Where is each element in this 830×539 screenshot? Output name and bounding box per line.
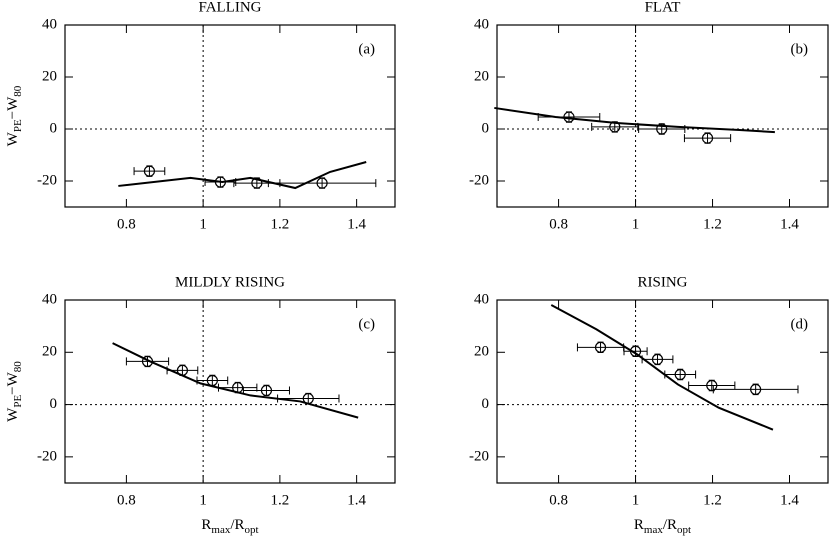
x-tick-label: 1.2: [271, 492, 290, 508]
y-tick-label: 20: [474, 68, 489, 84]
y-tick-label: 40: [474, 291, 489, 307]
model-curve: [494, 106, 775, 134]
y-tick-label: -20: [469, 172, 489, 188]
panel-label: (c): [358, 316, 375, 332]
data-point: [206, 374, 218, 387]
model-curve: [118, 161, 367, 190]
data-point: [651, 353, 664, 365]
label-part: opt: [245, 524, 259, 536]
x-tick-label: 1: [632, 216, 640, 232]
x-tick-label: 0.8: [117, 492, 136, 508]
label-part: max: [644, 524, 663, 536]
data-point: [176, 364, 189, 376]
model-curve: [550, 304, 774, 431]
x-axis-label: Rmax/Ropt: [201, 517, 258, 535]
label-part: R: [201, 517, 211, 533]
data-point: [251, 177, 263, 189]
label-part: PE: [12, 395, 24, 408]
panel-label: (d): [791, 316, 809, 332]
y-tick-label: 40: [474, 16, 489, 32]
data-point: [701, 132, 714, 144]
label-part: −W: [5, 371, 21, 394]
label-part: max: [211, 524, 230, 536]
data-point: [232, 381, 244, 394]
x-tick-label: 1: [632, 492, 640, 508]
x-tick-label: 1.4: [780, 492, 799, 508]
panel: MILDLY RISING (c) 0.8 1 1.2 1.4 -20 0 20 40 WPE−W8…: [5, 274, 396, 536]
y-tick-label: 40: [42, 16, 57, 32]
panel-title: MILDLY RISING: [175, 274, 285, 290]
plot-frame: [64, 24, 396, 208]
panel-title: FLAT: [645, 0, 681, 15]
y-axis-label: WPE−W80: [5, 85, 23, 146]
y-tick-label: 20: [42, 68, 57, 84]
y-tick-label: -20: [37, 448, 57, 464]
data-point: [143, 165, 156, 177]
x-tick-label: 0.8: [549, 216, 568, 232]
label-part: /R: [230, 517, 244, 533]
x-tick-label: 1.4: [347, 216, 366, 232]
label-part: W: [5, 131, 21, 146]
x-tick-label: 1.2: [703, 492, 722, 508]
data-point: [260, 384, 273, 397]
x-axis-label: Rmax/Ropt: [634, 517, 691, 535]
y-tick-label: 0: [482, 120, 490, 136]
x-tick-label: 1.4: [347, 492, 366, 508]
x-tick-label: 0.8: [117, 216, 136, 232]
panel-label: (a): [358, 41, 375, 57]
data-point: [674, 368, 686, 381]
data-point: [563, 111, 575, 123]
label-part: opt: [677, 524, 691, 536]
x-tick-label: 0.8: [549, 492, 568, 508]
panel: FALLING (a) 0.8 1 1.2 1.4 -20 0 20 40 WPE−W80: [5, 0, 396, 232]
y-tick-label: -20: [469, 448, 489, 464]
panel-title: RISING: [637, 274, 687, 290]
label-part: W: [5, 407, 21, 422]
y-tick-label: 0: [482, 396, 490, 412]
label-part: /R: [663, 517, 677, 533]
panel-title: FALLING: [198, 0, 261, 15]
panel: RISING (d) 0.8 1 1.2 1.4 -20 0 20 40 Rmax/Ropt: [469, 274, 829, 536]
x-tick-label: 1.2: [271, 216, 290, 232]
y-tick-label: 0: [50, 396, 58, 412]
y-tick-label: 0: [50, 120, 58, 136]
data-point: [750, 383, 762, 396]
y-tick-label: 40: [42, 291, 57, 307]
data-point: [302, 392, 314, 405]
plot-frame: [496, 299, 829, 484]
panel-label: (b): [791, 41, 809, 57]
plot-frame: [64, 299, 396, 484]
model-curve: [112, 342, 359, 419]
x-tick-label: 1.2: [703, 216, 722, 232]
label-part: R: [634, 517, 644, 533]
data-point: [594, 341, 607, 353]
y-tick-label: -20: [37, 172, 57, 188]
data-point: [609, 121, 621, 133]
data-point: [316, 177, 328, 189]
label-part: 80: [12, 361, 24, 373]
data-point: [629, 345, 642, 357]
y-tick-label: 20: [42, 344, 57, 360]
label-part: −W: [5, 96, 21, 119]
data-point: [141, 355, 154, 368]
y-axis-label: WPE−W80: [5, 361, 23, 422]
label-part: PE: [12, 119, 24, 132]
y-tick-label: 20: [474, 344, 489, 360]
x-tick-label: 1: [199, 216, 207, 232]
data-point: [706, 379, 718, 392]
panel: FLAT (b) 0.8 1 1.2 1.4 -20 0 20 40: [469, 0, 829, 232]
x-tick-label: 1.4: [780, 216, 799, 232]
data-point: [214, 176, 227, 188]
label-part: 80: [12, 85, 24, 97]
plot-frame: [496, 24, 829, 208]
data-point: [656, 123, 668, 135]
x-tick-label: 1: [199, 492, 207, 508]
